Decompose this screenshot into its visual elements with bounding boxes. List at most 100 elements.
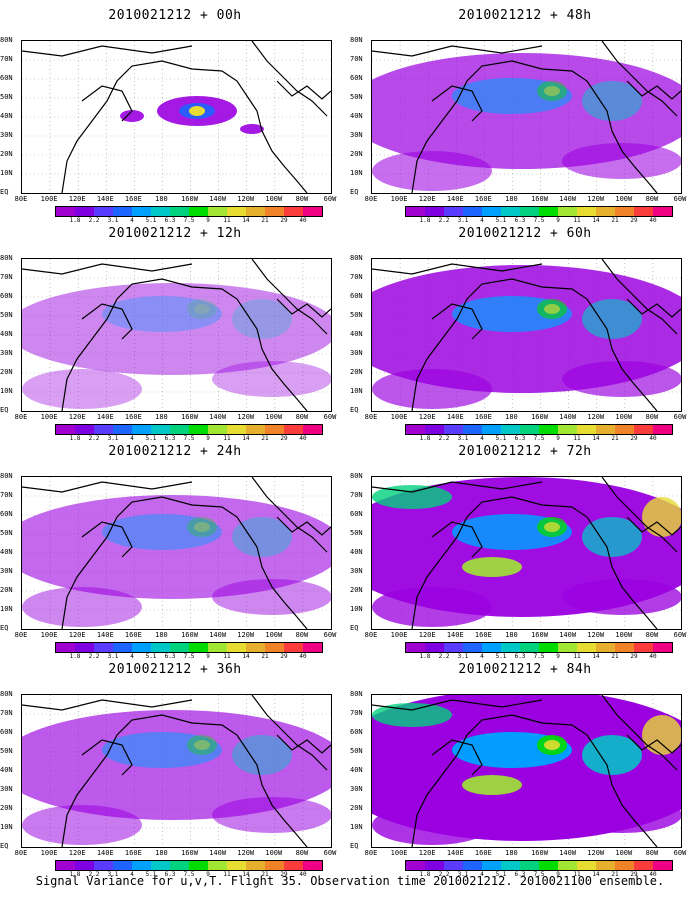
panel-title: 2010021212 + 36h — [108, 662, 242, 677]
coastline — [626, 80, 681, 100]
latitude-label: 50N — [0, 529, 13, 537]
longitude-label: 120W — [587, 631, 605, 639]
variance-contour — [212, 797, 331, 833]
longitude-label: 160E — [474, 849, 492, 857]
colorbar-swatch — [75, 861, 94, 870]
colorbar-label: 3.1 — [107, 653, 119, 660]
longitude-label: 180 — [505, 413, 518, 421]
latitude-label: 70N — [0, 491, 13, 499]
colorbar-label: 29 — [280, 217, 288, 224]
colorbar-swatch — [482, 425, 501, 434]
colorbar-swatch — [558, 861, 577, 870]
variance-contour — [372, 369, 492, 409]
colorbar-swatch — [596, 207, 615, 216]
colorbar-label: 40 — [649, 871, 657, 878]
latitude-label: 60N — [0, 292, 13, 300]
coastline — [61, 496, 308, 629]
colorbar-label: 5.1 — [495, 653, 507, 660]
latitude-label: 30N — [350, 567, 363, 575]
latitude-label: 80N — [350, 472, 363, 480]
longitude-label: 80W — [295, 413, 309, 421]
longitude-label: 160W — [531, 413, 548, 421]
colorbar-label: 40 — [649, 217, 657, 224]
variance-contour — [372, 485, 452, 509]
longitude-label: 60W — [323, 413, 337, 421]
colorbar-swatch — [653, 643, 672, 652]
colorbar-label: 1.8 — [419, 653, 431, 660]
longitude-label: 120E — [418, 631, 436, 639]
latitude-label: 60N — [0, 510, 13, 518]
colorbar-label: 29 — [630, 871, 638, 878]
coastline — [601, 259, 678, 335]
variance-map — [371, 40, 682, 194]
longitude-label: 100E — [390, 631, 408, 639]
colorbar-label: 1.8 — [419, 871, 431, 878]
colorbar-label: 4 — [480, 435, 484, 442]
colorbar-label: 11 — [223, 871, 231, 878]
colorbar-label: 14 — [242, 217, 250, 224]
map-panel: 2010021212 + 72h 80N 70N 60N 50N 40N 30N 20N 10N… — [350, 436, 700, 660]
latitude-label: 10N — [350, 169, 363, 177]
colorbar-label: 3.1 — [107, 435, 119, 442]
colorbar-label: 7.5 — [183, 653, 195, 660]
colorbar-swatch — [56, 861, 75, 870]
colorbar-label: 11 — [573, 435, 581, 442]
colorbar-swatch — [265, 425, 284, 434]
colorbar-label: 6.3 — [514, 653, 526, 660]
colorbar-label: 21 — [611, 653, 619, 660]
longitude-label: 120W — [587, 195, 605, 203]
colorbar-swatch — [539, 861, 558, 870]
variance-contour — [582, 517, 642, 557]
colorbar-label: 6.3 — [514, 871, 526, 878]
coastline — [601, 41, 678, 117]
panel-title: 2010021212 + 24h — [108, 444, 242, 459]
colorbar-label: 6.3 — [164, 871, 176, 878]
longitude-label: 60W — [673, 631, 687, 639]
colorbar-label: 14 — [242, 653, 250, 660]
latitude-label: 60N — [350, 510, 363, 518]
colorbar-label: 3.1 — [457, 435, 469, 442]
colorbar-swatch — [265, 643, 284, 652]
latitude-label: EQ — [350, 624, 359, 632]
colorbar-swatch — [246, 425, 265, 434]
longitude-label: 80W — [645, 195, 659, 203]
latitude-label: 80N — [0, 254, 13, 262]
colorbar-label: 1.8 — [69, 217, 81, 224]
colorbar-label: 5.1 — [145, 653, 157, 660]
colorbar-label: 3.1 — [107, 217, 119, 224]
colorbar-label: 1.8 — [419, 217, 431, 224]
longitude-label: 120W — [237, 631, 255, 639]
colorbar-swatch — [653, 207, 672, 216]
coastline — [626, 298, 681, 318]
colorbar-swatch — [634, 207, 653, 216]
latitude-label: 40N — [350, 112, 363, 120]
latitude-label: 20N — [350, 586, 363, 594]
variance-contour — [582, 81, 642, 121]
longitude-label: 160E — [474, 631, 492, 639]
variance-contour — [102, 732, 222, 768]
coastline — [372, 263, 543, 275]
longitude-label: 100W — [265, 195, 283, 203]
latitude-label: EQ — [350, 842, 359, 850]
coastline — [276, 298, 331, 318]
longitude-label: 100E — [390, 413, 408, 421]
longitude-label: 60W — [323, 195, 337, 203]
latitude-label: 70N — [350, 55, 363, 63]
longitude-label: 80W — [645, 631, 659, 639]
colorbar-swatch — [577, 207, 596, 216]
colorbar-label: 14 — [592, 435, 600, 442]
colorbar-swatch — [444, 207, 463, 216]
latitude-label: 50N — [350, 311, 363, 319]
latitude-label: 40N — [350, 330, 363, 338]
colorbar-label: 40 — [299, 217, 307, 224]
coastline — [431, 303, 483, 340]
latitude-label: 30N — [0, 567, 13, 575]
colorbar-label: 5.1 — [145, 217, 157, 224]
latitude-label: 20N — [350, 368, 363, 376]
colorbar — [55, 424, 323, 435]
colorbar-swatch — [501, 861, 520, 870]
longitude-label: 160W — [181, 631, 198, 639]
colorbar-swatch — [208, 643, 227, 652]
variance-contour — [240, 124, 264, 134]
colorbar-swatch — [596, 861, 615, 870]
